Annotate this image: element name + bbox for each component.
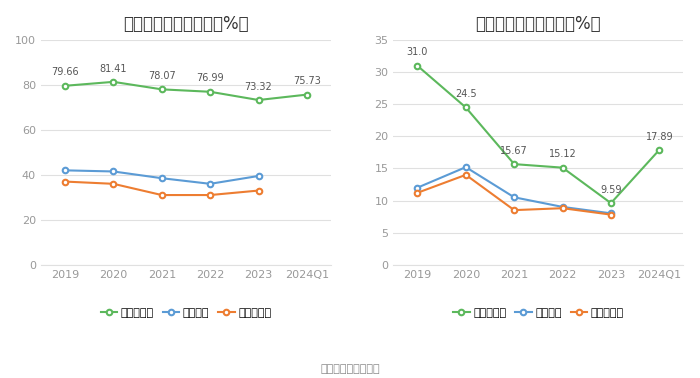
Text: 78.07: 78.07	[148, 71, 176, 81]
Text: 81.41: 81.41	[99, 64, 127, 73]
Text: 17.89: 17.89	[645, 132, 673, 141]
Title: 历年毛利率变化情况（%）: 历年毛利率变化情况（%）	[123, 15, 248, 33]
Text: 75.73: 75.73	[293, 76, 321, 86]
Text: 73.32: 73.32	[245, 82, 272, 92]
Text: 15.12: 15.12	[549, 149, 576, 159]
Legend: 公司毛利率, 行业均值, 行业中位数: 公司毛利率, 行业均值, 行业中位数	[97, 304, 276, 323]
Text: 数据来源：恒生聚源: 数据来源：恒生聚源	[320, 364, 380, 374]
Text: 31.0: 31.0	[407, 48, 428, 57]
Text: 24.5: 24.5	[455, 89, 477, 99]
Title: 历年净利率变化情况（%）: 历年净利率变化情况（%）	[475, 15, 601, 33]
Text: 9.59: 9.59	[600, 185, 622, 195]
Text: 76.99: 76.99	[196, 73, 224, 84]
Text: 15.67: 15.67	[500, 146, 528, 156]
Legend: 公司净利率, 行业均值, 行业中位数: 公司净利率, 行业均值, 行业中位数	[449, 304, 628, 323]
Text: 79.66: 79.66	[51, 67, 79, 77]
